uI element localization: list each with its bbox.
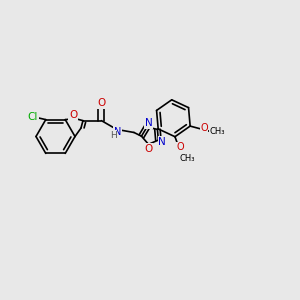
- Text: O: O: [98, 98, 106, 108]
- Text: CH₃: CH₃: [179, 154, 195, 163]
- Text: N: N: [114, 127, 121, 137]
- Text: O: O: [144, 144, 153, 154]
- Text: N: N: [158, 136, 166, 147]
- Text: O: O: [69, 110, 77, 120]
- Text: O: O: [200, 123, 208, 133]
- Text: CH₃: CH₃: [209, 127, 225, 136]
- Text: H: H: [110, 130, 116, 140]
- Text: N: N: [145, 118, 152, 128]
- Text: O: O: [176, 142, 184, 152]
- Text: Cl: Cl: [28, 112, 38, 122]
